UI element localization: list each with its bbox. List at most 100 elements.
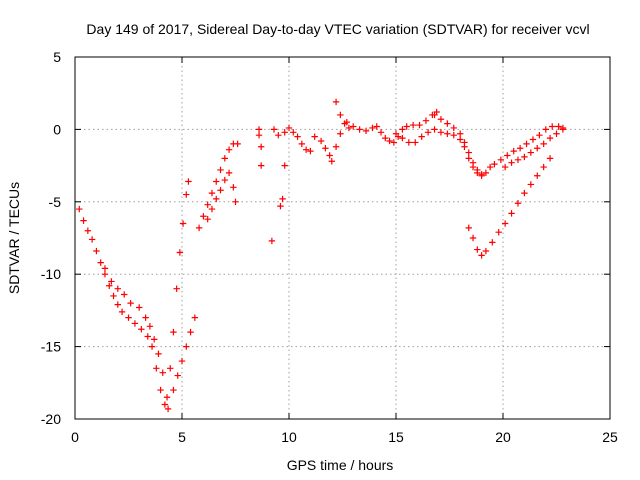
data-point bbox=[332, 143, 340, 150]
data-point bbox=[465, 224, 472, 232]
data-point bbox=[294, 133, 301, 140]
data-point bbox=[142, 314, 149, 321]
data-point bbox=[508, 159, 515, 166]
x-axis-label: GPS time / hours bbox=[287, 457, 394, 473]
data-point bbox=[110, 292, 117, 300]
data-point bbox=[125, 314, 132, 321]
data-point bbox=[382, 134, 389, 142]
data-point bbox=[482, 169, 490, 177]
data-point bbox=[345, 124, 353, 132]
data-point bbox=[457, 136, 464, 143]
data-point bbox=[268, 237, 276, 245]
data-point bbox=[275, 131, 282, 139]
data-point bbox=[290, 129, 297, 136]
data-point bbox=[187, 328, 194, 336]
series-arc-13 bbox=[465, 155, 554, 259]
data-point bbox=[150, 336, 158, 343]
y-tick-label: 5 bbox=[53, 49, 61, 65]
data-point bbox=[161, 401, 169, 408]
data-point bbox=[170, 386, 177, 394]
data-point bbox=[553, 130, 560, 137]
data-point bbox=[121, 291, 128, 298]
data-points bbox=[76, 98, 567, 413]
data-point bbox=[114, 285, 121, 292]
data-point bbox=[416, 121, 423, 129]
data-point bbox=[234, 140, 241, 148]
data-point bbox=[131, 320, 139, 327]
data-point bbox=[529, 136, 537, 143]
x-tick-label: 15 bbox=[388, 429, 404, 445]
data-point bbox=[101, 265, 109, 272]
data-point bbox=[444, 120, 451, 127]
data-point bbox=[386, 137, 393, 145]
data-point bbox=[409, 121, 417, 129]
data-point bbox=[76, 205, 83, 213]
data-point bbox=[546, 134, 554, 142]
data-point bbox=[257, 143, 265, 150]
data-point bbox=[450, 124, 457, 132]
data-point bbox=[521, 189, 528, 197]
data-point bbox=[204, 201, 211, 208]
data-point bbox=[390, 139, 398, 146]
data-point bbox=[350, 123, 357, 130]
data-point bbox=[225, 169, 233, 177]
data-point bbox=[431, 126, 438, 133]
data-point bbox=[200, 213, 207, 220]
data-point bbox=[495, 229, 502, 236]
x-tick-label: 20 bbox=[495, 429, 511, 445]
data-point bbox=[279, 195, 286, 203]
data-point bbox=[504, 152, 511, 159]
data-point bbox=[328, 158, 335, 165]
data-point bbox=[191, 314, 199, 321]
data-point bbox=[418, 133, 425, 140]
y-tick-label: -10 bbox=[41, 266, 61, 282]
data-point bbox=[491, 160, 498, 168]
x-tick-label: 25 bbox=[602, 429, 618, 445]
data-point bbox=[514, 156, 522, 164]
x-tick-label: 5 bbox=[178, 429, 186, 445]
data-point bbox=[461, 139, 468, 146]
data-point bbox=[164, 405, 172, 413]
y-tick-label: -15 bbox=[41, 339, 61, 355]
axis-ticks bbox=[74, 56, 611, 420]
data-point bbox=[536, 131, 543, 139]
data-point bbox=[501, 220, 509, 227]
data-point bbox=[399, 134, 406, 142]
data-point bbox=[232, 198, 239, 205]
data-point bbox=[450, 131, 457, 139]
data-point bbox=[465, 155, 472, 162]
data-point bbox=[549, 123, 556, 130]
data-point bbox=[469, 159, 477, 166]
data-point bbox=[217, 187, 224, 194]
data-point bbox=[478, 252, 485, 259]
series-arc-5 bbox=[204, 169, 239, 223]
y-tick-label: 0 bbox=[53, 121, 61, 137]
data-point bbox=[516, 145, 524, 152]
series-arc-12 bbox=[501, 126, 567, 171]
y-tick-label: -20 bbox=[41, 411, 61, 427]
data-point bbox=[183, 191, 190, 198]
series-arc-1-upper bbox=[101, 265, 166, 376]
series-arc-3 bbox=[170, 314, 199, 394]
data-point bbox=[155, 350, 162, 358]
data-point bbox=[369, 124, 376, 132]
data-point bbox=[542, 126, 549, 133]
data-point bbox=[176, 249, 184, 256]
x-tick-label: 10 bbox=[281, 429, 297, 445]
chart-title: Day 149 of 2017, Sidereal Day-to-day VTE… bbox=[86, 21, 589, 37]
data-point bbox=[508, 210, 515, 217]
data-point bbox=[101, 271, 109, 278]
data-point bbox=[412, 139, 419, 146]
series-arc-1 bbox=[76, 205, 172, 413]
series-arc-9 bbox=[392, 126, 494, 179]
data-point bbox=[144, 333, 151, 340]
data-point bbox=[148, 343, 156, 350]
data-point bbox=[217, 166, 224, 174]
data-point bbox=[546, 155, 554, 162]
data-point bbox=[281, 129, 288, 136]
grid-lines bbox=[75, 57, 610, 419]
data-point bbox=[157, 386, 164, 394]
data-point bbox=[486, 163, 494, 171]
data-point bbox=[437, 116, 445, 123]
data-point bbox=[332, 98, 340, 106]
